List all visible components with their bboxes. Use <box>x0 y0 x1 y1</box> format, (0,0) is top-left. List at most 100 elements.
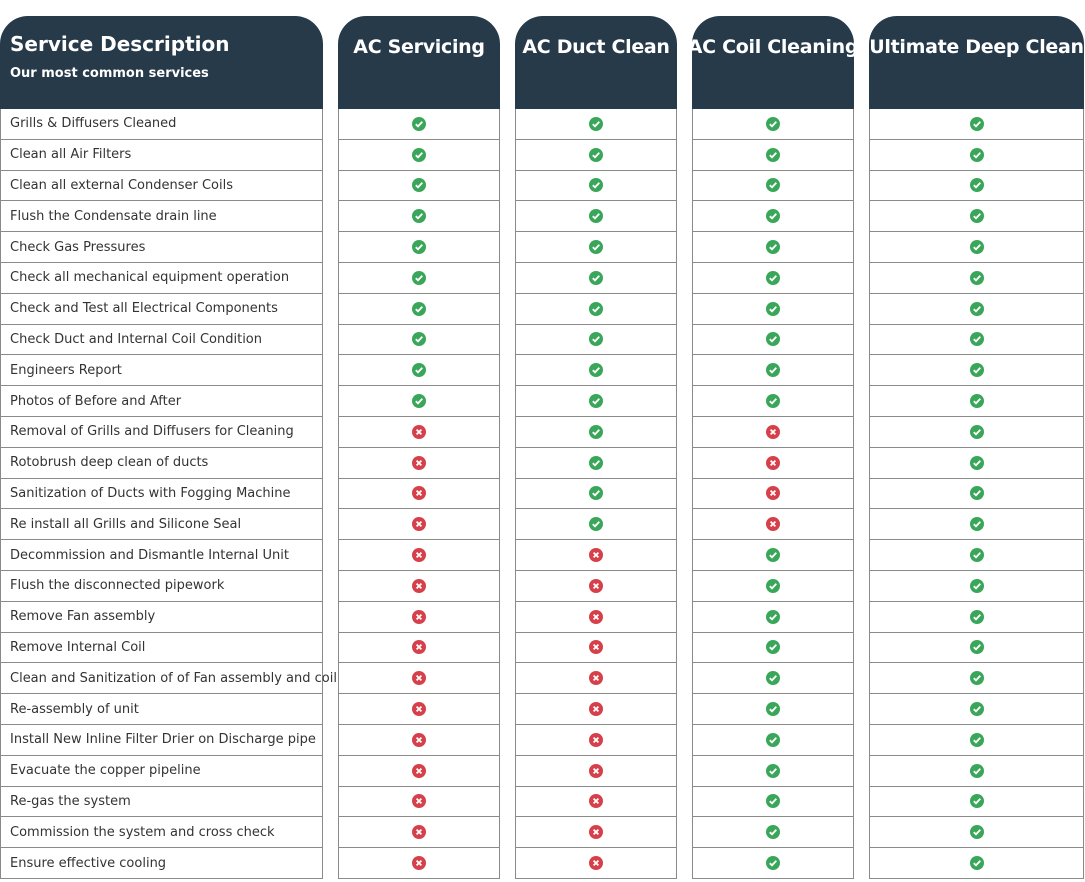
check-icon <box>412 147 426 162</box>
cell <box>515 170 677 202</box>
check-icon <box>969 640 984 655</box>
cross-icon <box>412 794 426 809</box>
cross-icon <box>589 702 603 717</box>
cell <box>869 848 1084 879</box>
cell <box>692 725 854 756</box>
cell <box>515 540 677 571</box>
check-icon <box>969 609 984 624</box>
check-icon <box>766 363 780 378</box>
cell <box>869 232 1084 263</box>
check-icon <box>412 363 426 378</box>
cell <box>515 263 677 294</box>
row-label: Re install all Grills and Silicone Seal <box>0 509 323 541</box>
check-icon <box>766 794 780 809</box>
row-label: Flush the disconnected pipework <box>0 571 323 602</box>
check-icon <box>766 763 780 778</box>
check-icon <box>969 424 984 439</box>
cross-icon <box>589 856 603 871</box>
check-icon <box>969 116 984 131</box>
check-icon <box>412 240 426 255</box>
cell <box>692 540 854 571</box>
check-icon <box>766 856 780 871</box>
row-label: Decommission and Dismantle Internal Unit <box>0 540 323 571</box>
check-icon <box>766 301 780 316</box>
check-icon <box>969 270 984 285</box>
check-icon <box>589 147 603 162</box>
cross-icon <box>412 671 426 686</box>
cell <box>692 755 854 787</box>
cell <box>338 109 500 140</box>
cell <box>338 540 500 571</box>
cell <box>515 386 677 417</box>
check-icon <box>766 578 780 593</box>
cell <box>338 417 500 448</box>
cross-icon <box>589 763 603 778</box>
cell <box>338 355 500 387</box>
cell <box>869 663 1084 695</box>
row-label: Check Gas Pressures <box>0 232 323 263</box>
check-icon <box>969 702 984 717</box>
cross-icon <box>589 578 603 593</box>
cross-icon <box>412 825 426 840</box>
cell <box>692 109 854 140</box>
check-icon <box>589 270 603 285</box>
check-icon <box>969 763 984 778</box>
cell <box>869 509 1084 541</box>
cell <box>869 632 1084 664</box>
row-label: Evacuate the copper pipeline <box>0 755 323 787</box>
check-icon <box>969 455 984 470</box>
cell <box>338 601 500 633</box>
cell <box>692 139 854 171</box>
cell <box>515 755 677 787</box>
cell <box>338 509 500 541</box>
cell <box>515 109 677 140</box>
cross-icon <box>412 455 426 470</box>
cell <box>869 170 1084 202</box>
cross-icon <box>412 640 426 655</box>
row-label: Remove Fan assembly <box>0 601 323 633</box>
cell <box>869 725 1084 756</box>
cell <box>338 694 500 725</box>
cell <box>869 540 1084 571</box>
check-icon <box>589 301 603 316</box>
cross-icon <box>766 424 780 439</box>
cell <box>692 170 854 202</box>
check-icon <box>766 332 780 347</box>
cell <box>692 478 854 510</box>
row-label: Grills & Diffusers Cleaned <box>0 109 323 140</box>
cell <box>515 201 677 233</box>
cell <box>692 571 854 602</box>
cross-icon <box>412 856 426 871</box>
check-icon <box>589 424 603 439</box>
cell <box>338 293 500 325</box>
cell <box>692 293 854 325</box>
check-icon <box>969 732 984 747</box>
cell <box>515 324 677 356</box>
cross-icon <box>412 702 426 717</box>
cross-icon <box>766 455 780 470</box>
cell <box>692 355 854 387</box>
row-label: Commission the system and cross check <box>0 817 323 849</box>
cell <box>692 324 854 356</box>
check-icon <box>969 825 984 840</box>
column-header: AC Duct Clean <box>515 16 677 109</box>
check-icon <box>412 178 426 193</box>
cell <box>338 386 500 417</box>
check-icon <box>969 578 984 593</box>
check-icon <box>412 301 426 316</box>
cell <box>515 571 677 602</box>
cell <box>338 848 500 879</box>
check-icon <box>589 240 603 255</box>
cell <box>515 509 677 541</box>
check-icon <box>969 794 984 809</box>
cell <box>338 447 500 479</box>
check-icon <box>412 116 426 131</box>
cell <box>515 848 677 879</box>
cross-icon <box>412 517 426 532</box>
check-icon <box>766 270 780 285</box>
check-icon <box>766 825 780 840</box>
cell <box>515 355 677 387</box>
check-icon <box>589 116 603 131</box>
check-icon <box>766 609 780 624</box>
check-icon <box>766 732 780 747</box>
